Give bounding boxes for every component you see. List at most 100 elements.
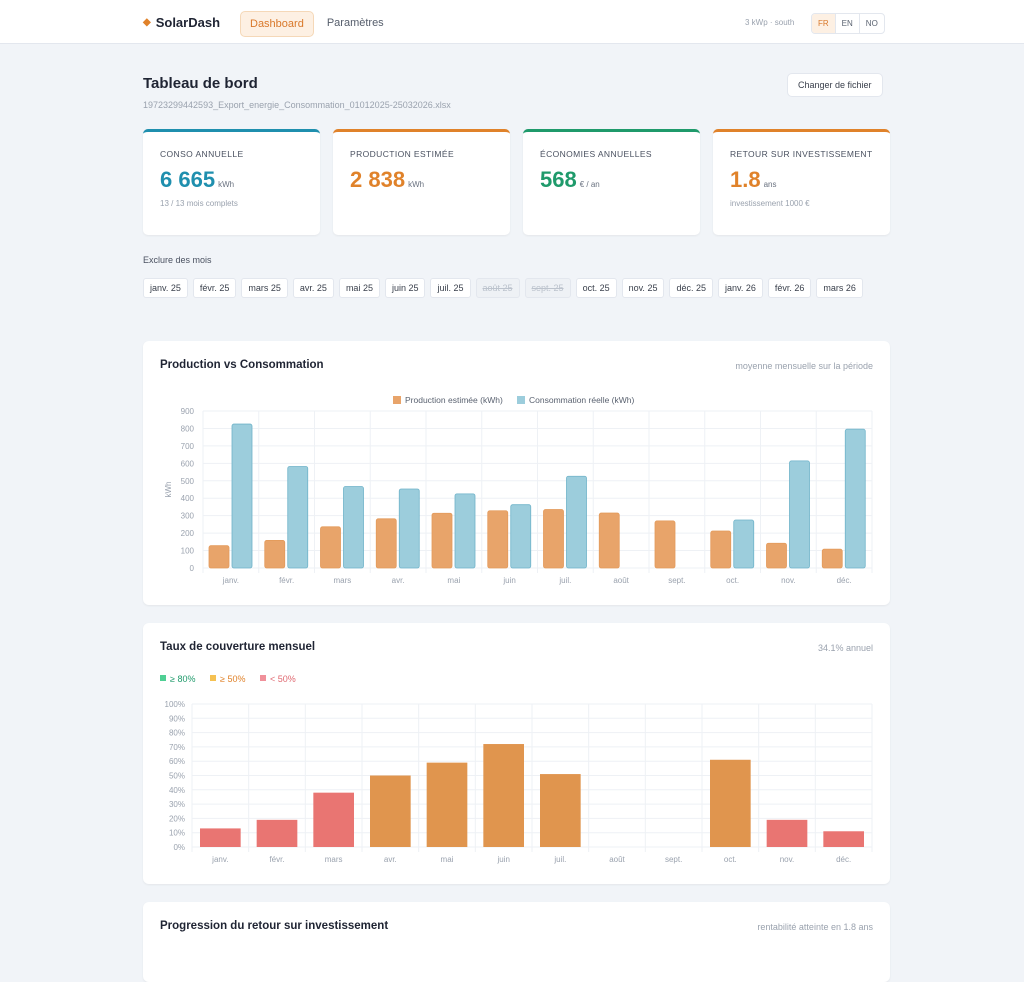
kpi-row: CONSO ANNUELLE 6 665 kWh 13 / 13 mois com… bbox=[143, 129, 890, 235]
production-bar bbox=[821, 548, 843, 569]
kpi-label: CONSO ANNUELLE bbox=[160, 149, 244, 159]
legend-label: < 50% bbox=[270, 674, 296, 684]
x-tick-label: déc. bbox=[836, 855, 851, 864]
kpi-card: PRODUCTION ESTIMÉE 2 838 kWh bbox=[333, 129, 510, 235]
month-chip[interactable]: juil. 25 bbox=[430, 278, 471, 298]
x-tick-label: juil. bbox=[558, 576, 571, 585]
brand-name: SolarDash bbox=[155, 15, 221, 30]
card-note: 34.1% annuel bbox=[817, 643, 873, 653]
consumption-bar bbox=[733, 519, 755, 569]
nav-parametres[interactable]: Paramètres bbox=[326, 17, 384, 29]
system-spec: 3 kWp · south bbox=[745, 18, 795, 27]
month-chip[interactable]: janv. 26 bbox=[717, 278, 763, 298]
month-chip[interactable]: juin 25 bbox=[384, 278, 426, 298]
coverage-bar bbox=[426, 762, 468, 847]
coverage-bar bbox=[710, 759, 751, 847]
coverage-card: Taux de couverture mensuel 34.1% annuel … bbox=[143, 623, 890, 884]
coverage-bar bbox=[823, 831, 864, 847]
month-chip[interactable]: mars 25 bbox=[241, 278, 288, 298]
x-tick-label: mai bbox=[447, 576, 460, 585]
file-name: 19723299442593_Export_energie_Consommati… bbox=[143, 100, 451, 110]
y-tick-label: 90% bbox=[169, 714, 185, 723]
card-title: Progression du retour sur investissement bbox=[160, 920, 389, 932]
month-chip[interactable]: déc. 25 bbox=[669, 278, 713, 298]
card-title: Taux de couverture mensuel bbox=[160, 641, 316, 653]
kpi-value: 1.8 ans bbox=[730, 167, 873, 193]
nav-dashboard[interactable]: Dashboard bbox=[240, 11, 314, 37]
coverage-bar bbox=[370, 775, 411, 847]
kpi-unit: ans bbox=[763, 180, 777, 189]
production-bar bbox=[431, 512, 453, 569]
coverage-bar bbox=[540, 774, 581, 847]
x-tick-label: févr. bbox=[279, 576, 294, 585]
kpi-label: PRODUCTION ESTIMÉE bbox=[350, 149, 455, 159]
brand-logo[interactable]: ◆ SolarDash bbox=[143, 15, 220, 30]
y-tick-label: 500 bbox=[181, 477, 195, 486]
card-note: moyenne mensuelle sur la période bbox=[735, 361, 873, 371]
kpi-card: RETOUR SUR INVESTISSEMENT 1.8 ans investi… bbox=[713, 129, 890, 235]
legend-label: Consommation réelle (kWh) bbox=[529, 395, 635, 405]
coverage-bar bbox=[200, 828, 241, 847]
kpi-unit: kWh bbox=[218, 180, 235, 189]
x-tick-label: juil. bbox=[553, 855, 566, 864]
consumption-bar bbox=[844, 428, 866, 569]
month-chip[interactable]: févr. 26 bbox=[767, 278, 812, 298]
month-chip[interactable]: août 25 bbox=[475, 278, 520, 298]
x-tick-label: févr. bbox=[269, 855, 284, 864]
legend-label: ≥ 80% bbox=[170, 674, 195, 684]
month-chip[interactable]: avr. 25 bbox=[292, 278, 334, 298]
production-bar bbox=[598, 512, 620, 569]
x-tick-label: janv. bbox=[211, 855, 228, 864]
kpi-number: 2 838 bbox=[350, 167, 406, 192]
production-bar bbox=[710, 530, 732, 569]
x-tick-label: juin bbox=[496, 855, 509, 864]
x-tick-label: janv. bbox=[222, 576, 239, 585]
x-tick-label: juin bbox=[502, 576, 515, 585]
y-tick-label: 0 bbox=[190, 564, 195, 573]
y-tick-label: 400 bbox=[181, 494, 195, 503]
language-switcher: FR EN NO bbox=[811, 13, 885, 34]
coverage-bar bbox=[483, 744, 524, 847]
legend-swatch bbox=[210, 675, 216, 681]
legend-swatch bbox=[517, 396, 525, 404]
y-tick-label: 700 bbox=[181, 442, 195, 451]
y-tick-label: 600 bbox=[181, 459, 195, 468]
coverage-chart: 0% 10% 20% 30% 40% 50% 60% 70% 80% 90% 100% janv. fé… bbox=[160, 674, 873, 864]
production-bar bbox=[487, 510, 509, 569]
legend-label: Production estimée (kWh) bbox=[405, 395, 503, 405]
x-tick-label: août bbox=[609, 855, 625, 864]
month-chip[interactable]: sept. 25 bbox=[524, 278, 571, 298]
top-bar: ◆ SolarDash Dashboard Paramètres 3 kWp · … bbox=[0, 0, 1024, 44]
month-chip[interactable]: mars 26 bbox=[816, 278, 863, 298]
y-tick-label: 900 bbox=[181, 407, 195, 416]
kpi-card: CONSO ANNUELLE 6 665 kWh 13 / 13 mois com… bbox=[143, 129, 320, 235]
lang-no[interactable]: NO bbox=[858, 14, 884, 33]
kpi-number: 568 bbox=[540, 167, 577, 192]
consumption-bar bbox=[510, 504, 532, 569]
change-file-button[interactable]: Changer de fichier bbox=[787, 73, 883, 97]
kpi-number: 1.8 bbox=[730, 167, 761, 192]
y-tick-label: 30% bbox=[169, 800, 185, 809]
production-bar bbox=[264, 540, 286, 569]
month-chip[interactable]: oct. 25 bbox=[575, 278, 617, 298]
consumption-bar bbox=[454, 493, 476, 569]
roi-card: Progression du retour sur investissement… bbox=[143, 902, 890, 982]
y-tick-label: 0% bbox=[173, 843, 185, 852]
y-tick-label: 200 bbox=[181, 529, 195, 538]
legend-swatch bbox=[260, 675, 266, 681]
y-tick-label: 100 bbox=[181, 547, 195, 556]
month-chip[interactable]: nov. 25 bbox=[621, 278, 665, 298]
lang-fr[interactable]: FR bbox=[812, 14, 835, 33]
kpi-label: RETOUR SUR INVESTISSEMENT bbox=[730, 149, 873, 159]
coverage-bar bbox=[313, 792, 354, 847]
month-chip[interactable]: mai 25 bbox=[338, 278, 380, 298]
month-chip[interactable]: févr. 25 bbox=[192, 278, 237, 298]
x-tick-label: nov. bbox=[781, 576, 796, 585]
lang-en[interactable]: EN bbox=[834, 14, 859, 33]
kpi-value: 6 665 kWh bbox=[160, 167, 303, 193]
month-chip[interactable]: janv. 25 bbox=[143, 278, 188, 298]
production-vs-consumption-card: Production vs Consommation moyenne mensu… bbox=[143, 341, 890, 605]
x-tick-label: sept. bbox=[668, 576, 685, 585]
consumption-bar bbox=[343, 486, 364, 569]
kpi-number: 6 665 bbox=[160, 167, 216, 192]
